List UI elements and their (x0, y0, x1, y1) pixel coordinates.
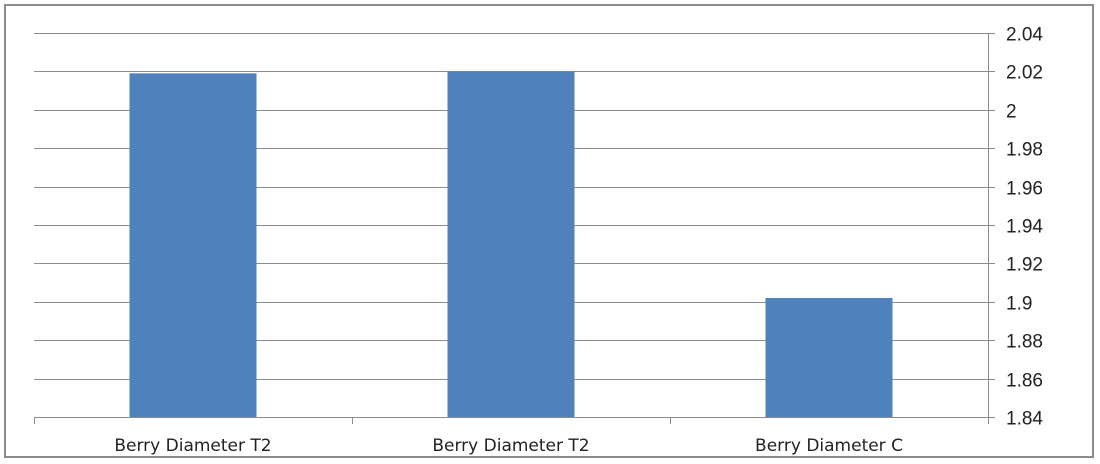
y-tick-label: 1.9 (1006, 294, 1032, 315)
y-tick-label: 2.02 (1006, 63, 1043, 84)
x-category-label: Berry Diameter T2 (114, 436, 271, 456)
y-tick-label: 1.86 (1006, 371, 1043, 392)
y-tick-label: 1.88 (1006, 332, 1043, 353)
bar-1 (129, 73, 257, 417)
bar-3 (765, 297, 893, 417)
y-tick-label: 2 (1006, 102, 1017, 123)
y-tick-label: 1.96 (1006, 179, 1043, 200)
bar-2 (447, 71, 575, 418)
x-category-label: Berry Diameter C (755, 436, 903, 456)
y-tick-labels: 2.04 2.02 2 1.98 1.96 1.94 1.92 1.9 1.88 1.86 1.84 (1006, 25, 1043, 430)
y-tick-label: 1.92 (1006, 255, 1043, 276)
y-tick-label: 2.04 (1006, 25, 1043, 46)
x-category-label: Berry Diameter T2 (432, 436, 589, 456)
bars (129, 71, 893, 418)
axes (34, 33, 995, 424)
y-tick-label: 1.94 (1006, 217, 1043, 238)
y-tick-label: 1.84 (1006, 409, 1043, 430)
y-tick-label: 1.98 (1006, 140, 1043, 161)
x-category-labels: Berry Diameter T2 Berry Diameter T2 Berry … (114, 436, 903, 456)
